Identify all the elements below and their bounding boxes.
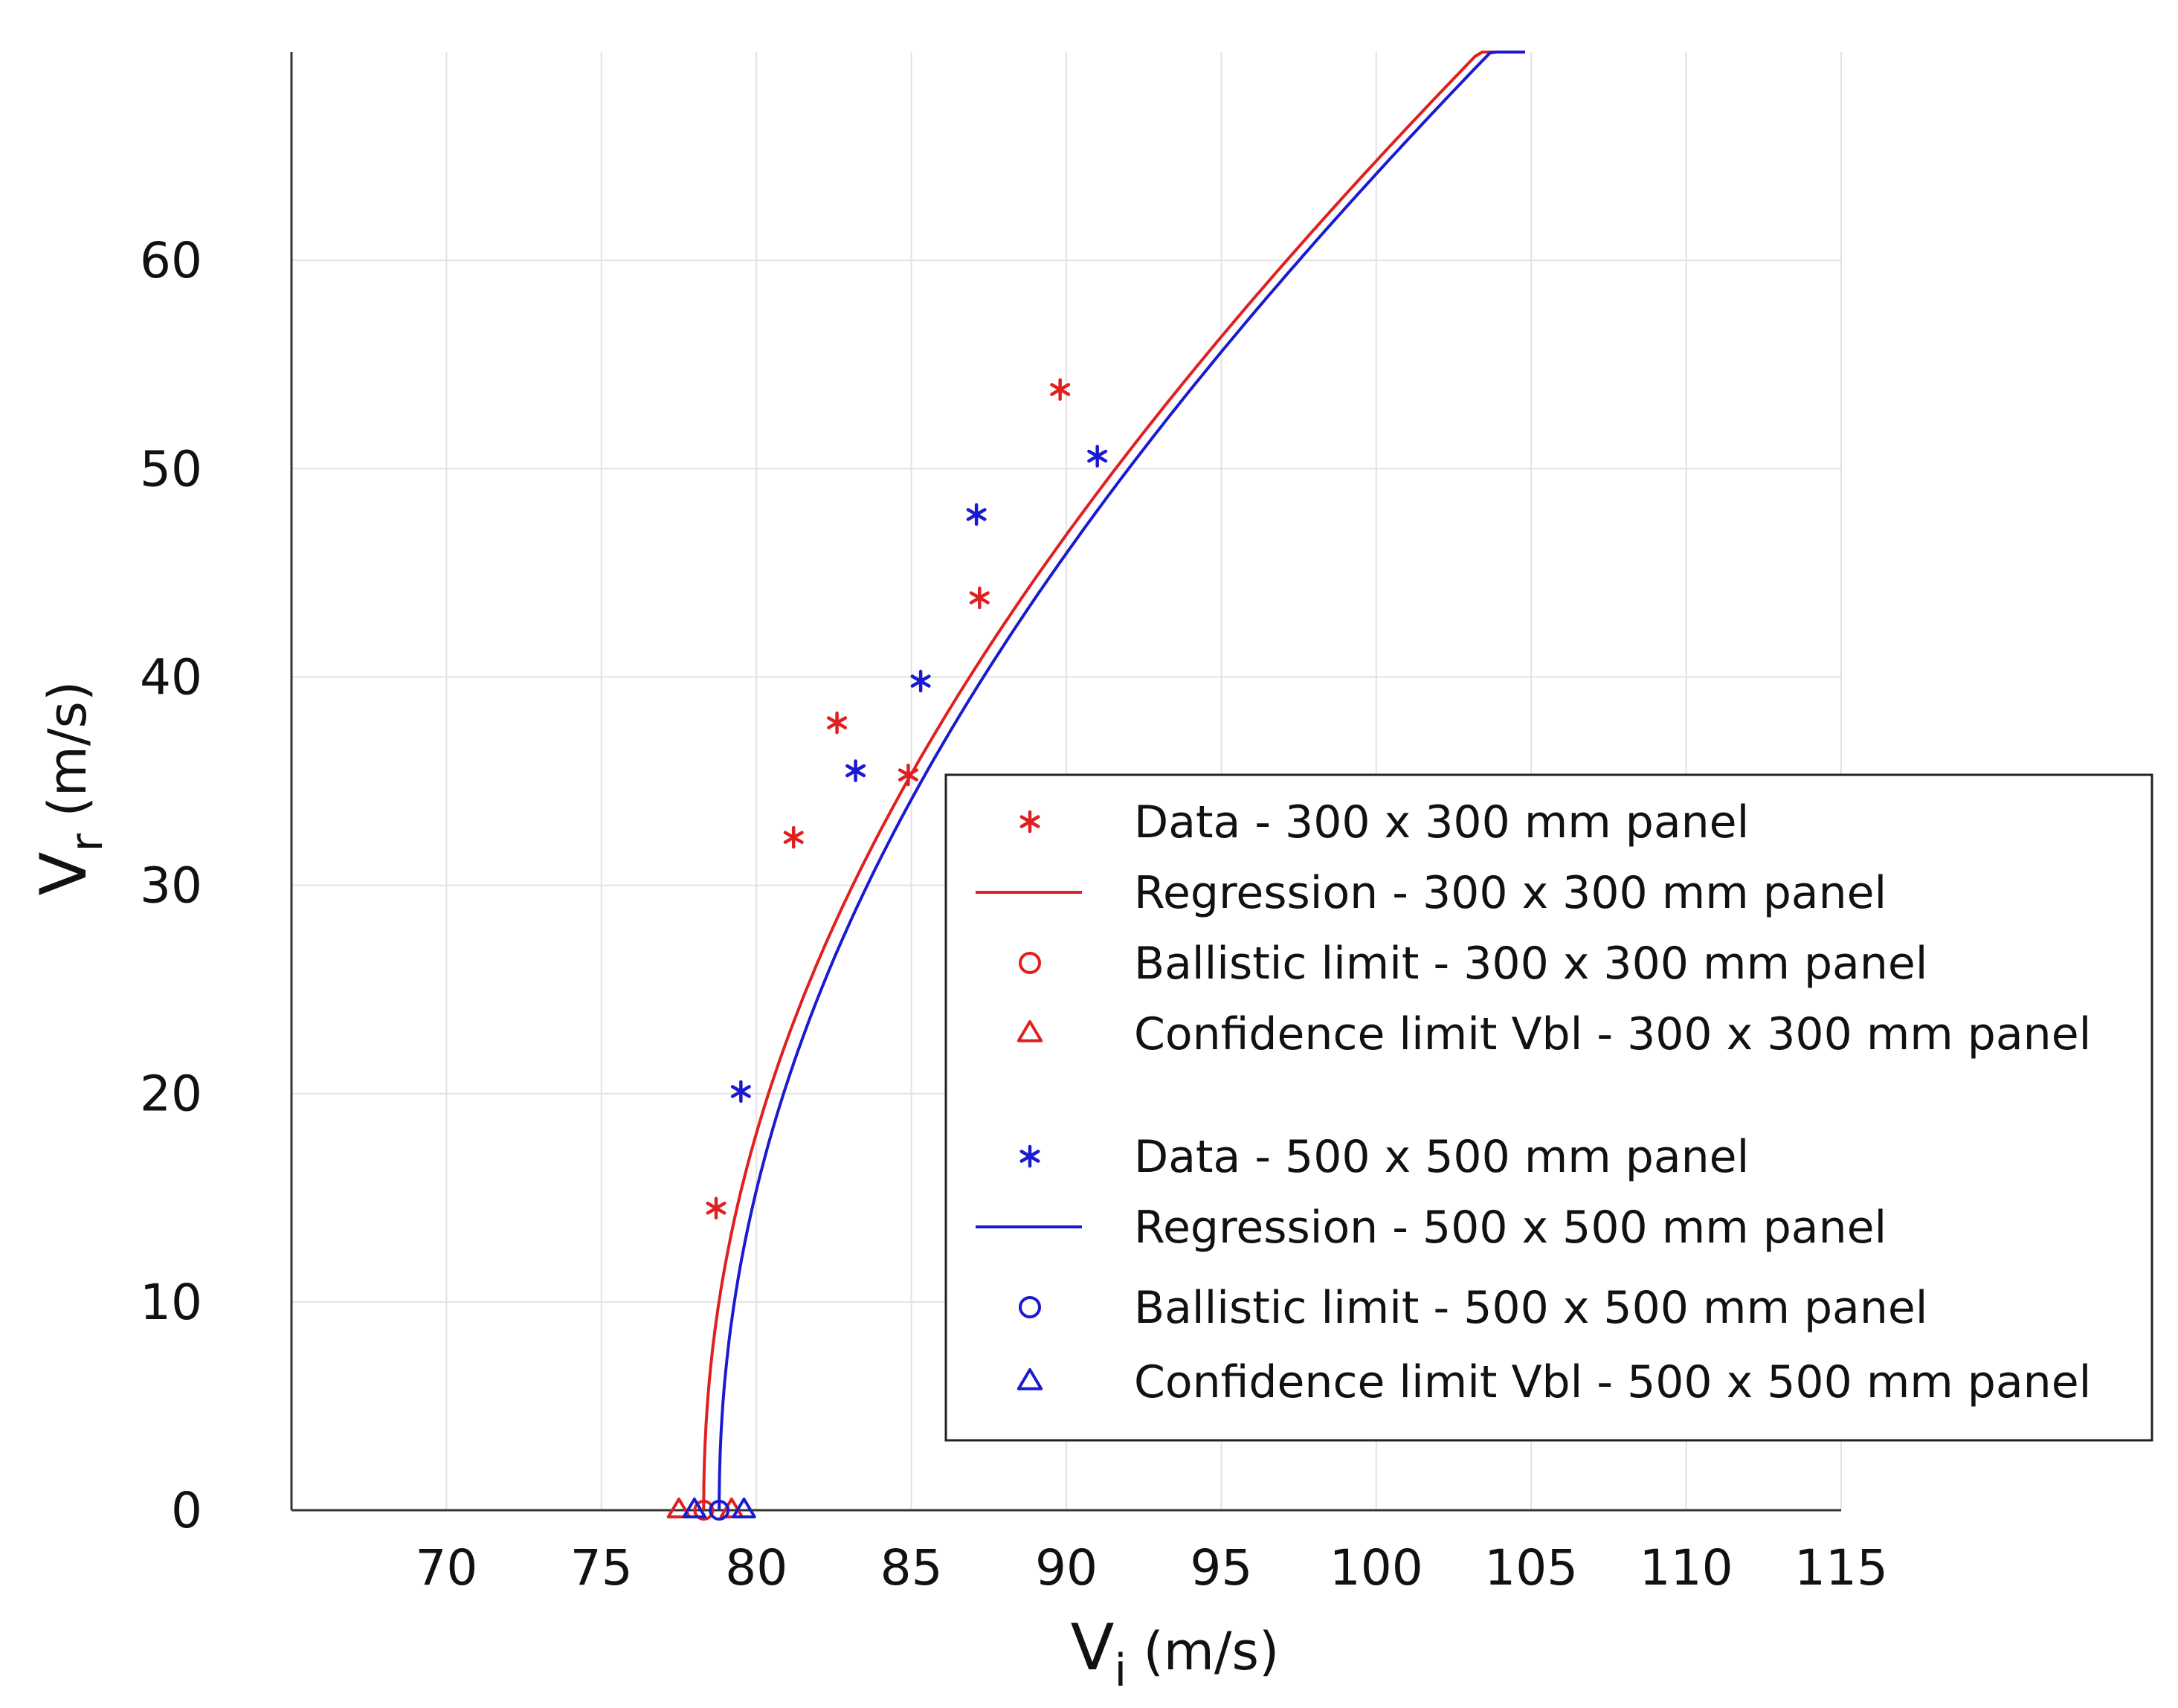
- x-tick-label: 115: [1794, 1539, 1888, 1596]
- legend-marker-data500: [1019, 1144, 1040, 1168]
- legend: Data - 300 x 300 mm panel Regression - 30…: [944, 773, 2153, 1442]
- legend-marker-cl500: [1016, 1368, 1043, 1390]
- x-tick-label: 95: [1190, 1539, 1252, 1596]
- circle-point-bl500: [709, 1500, 730, 1521]
- asterisk-stroke: [969, 591, 990, 605]
- x-tick-label: 85: [880, 1539, 943, 1596]
- tick-labels: 70 75 80 85 90 95 100 105 110 115 0 10 20 30 40 50 60: [140, 232, 1888, 1596]
- axes: [290, 52, 1841, 1512]
- asterisk-stroke: [898, 768, 918, 782]
- asterisk-point-data500: [1087, 445, 1108, 468]
- legend-marker-data300: [1019, 810, 1040, 834]
- asterisk-stroke: [966, 508, 987, 521]
- y-axis-title-unit: (m/s): [37, 681, 98, 834]
- x-tick-label: 80: [725, 1539, 787, 1596]
- y-tick-label: 50: [140, 440, 202, 497]
- x-axis-title-main: V: [1071, 1611, 1115, 1685]
- series: [666, 51, 1525, 1521]
- asterisk-stroke: [1019, 1150, 1040, 1163]
- asterisk-stroke: [845, 764, 866, 778]
- y-axis-title: Vr (m/s): [27, 681, 113, 896]
- legend-label-data500: Data - 500 x 500 mm panel: [1134, 1131, 1749, 1183]
- y-tick-label: 40: [140, 648, 202, 706]
- legend-label-data300: Data - 300 x 300 mm panel: [1134, 796, 1749, 848]
- legend-label-bl500: Ballistic limit - 500 x 500 mm panel: [1134, 1282, 1927, 1334]
- y-tick-label: 20: [140, 1066, 202, 1123]
- y-tick-label: 30: [140, 857, 202, 915]
- asterisk-point-data300: [706, 1196, 726, 1220]
- asterisk-stroke: [827, 716, 848, 729]
- legend-marker-bl300: [1019, 952, 1041, 974]
- legend-marker-bl500: [1019, 1296, 1041, 1318]
- x-tick-label: 70: [415, 1539, 477, 1596]
- triangle-point-cl300: [719, 1498, 744, 1518]
- x-tick-label: 75: [570, 1539, 633, 1596]
- legend-label-cl300: Confidence limit Vbl - 300 x 300 mm pane…: [1134, 1008, 2091, 1060]
- asterisk-point-data300: [827, 711, 848, 735]
- regression-line-reg500: [718, 51, 1525, 1510]
- triangle-point-cl500: [682, 1498, 707, 1518]
- asterisk-point-data500: [730, 1080, 751, 1103]
- x-axis-title: Vi (m/s): [1071, 1611, 1280, 1697]
- circle-point-bl300: [693, 1500, 715, 1521]
- y-axis-title-main: V: [27, 851, 101, 895]
- x-tick-label: 105: [1484, 1539, 1578, 1596]
- y-tick-label: 60: [140, 232, 202, 289]
- asterisk-stroke: [1050, 383, 1071, 396]
- asterisk-stroke: [1087, 449, 1108, 463]
- asterisk-point-data300: [898, 763, 918, 787]
- legend-marker-cl300: [1016, 1020, 1043, 1042]
- legend-label-reg300: Regression - 300 x 300 mm panel: [1134, 867, 1887, 919]
- asterisk-point-data300: [969, 586, 990, 610]
- asterisk-point-data300: [1050, 378, 1071, 402]
- y-tick-label: 0: [171, 1482, 202, 1539]
- asterisk-stroke: [706, 1202, 726, 1215]
- asterisk-stroke: [910, 674, 931, 688]
- x-axis-title-sub: i: [1115, 1645, 1127, 1697]
- y-tick-label: 10: [140, 1274, 202, 1331]
- regression-line-reg300: [702, 51, 1525, 1510]
- y-axis-title-sub: r: [61, 833, 113, 851]
- x-tick-label: 110: [1640, 1539, 1733, 1596]
- asterisk-point-data500: [910, 669, 931, 693]
- asterisk-point-data500: [966, 503, 987, 526]
- x-axis-title-unit: (m/s): [1127, 1621, 1279, 1682]
- legend-label-bl300: Ballistic limit - 300 x 300 mm panel: [1134, 938, 1927, 990]
- asterisk-point-data500: [845, 759, 866, 782]
- triangle-point-cl500: [732, 1498, 756, 1518]
- x-tick-label: 90: [1035, 1539, 1098, 1596]
- legend-box: [944, 773, 2153, 1442]
- triangle-point-cl300: [666, 1498, 692, 1518]
- legend-label-cl500: Confidence limit Vbl - 500 x 500 mm pane…: [1134, 1356, 2091, 1408]
- x-tick-label: 100: [1330, 1539, 1423, 1596]
- asterisk-stroke: [730, 1085, 751, 1098]
- asterisk-stroke: [1019, 815, 1040, 828]
- legend-label-reg500: Regression - 500 x 500 mm panel: [1134, 1202, 1887, 1254]
- asterisk-point-data300: [783, 825, 804, 849]
- asterisk-stroke: [783, 831, 804, 844]
